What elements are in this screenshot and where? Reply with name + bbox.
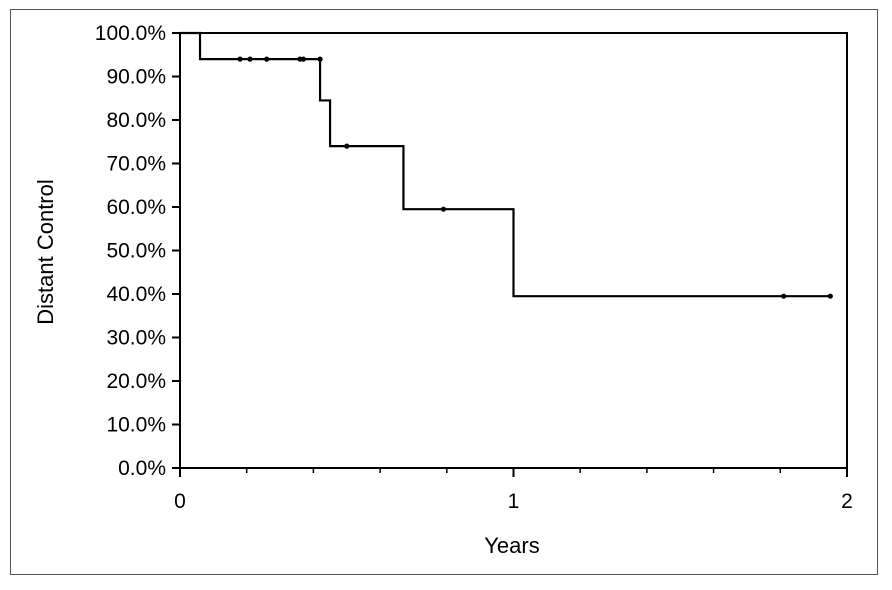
y-tick-label: 20.0% bbox=[106, 370, 166, 393]
x-tick-label: 0 bbox=[174, 490, 186, 513]
y-tick-label: 90.0% bbox=[106, 66, 166, 89]
y-tick-label: 0.0% bbox=[118, 457, 166, 480]
censor-mark bbox=[300, 56, 306, 62]
chart-frame bbox=[10, 9, 878, 575]
y-axis: 0.0% 10.0% 20.0% 30.0% 40.0% 50.0% 60.0% 70.0% 8… bbox=[95, 22, 180, 480]
y-tick-label: 40.0% bbox=[106, 283, 166, 306]
censor-mark bbox=[317, 56, 323, 62]
y-tick-label: 100.0% bbox=[95, 22, 166, 45]
x-axis-title: Years bbox=[484, 533, 539, 558]
censor-mark bbox=[237, 56, 243, 62]
y-tick-label: 30.0% bbox=[106, 327, 166, 350]
y-axis-title: Distant Control bbox=[33, 179, 58, 325]
y-tick-label: 70.0% bbox=[106, 153, 166, 176]
censor-mark bbox=[827, 293, 833, 299]
y-tick-label: 80.0% bbox=[106, 109, 166, 132]
censor-mark bbox=[247, 56, 253, 62]
censor-mark bbox=[264, 56, 270, 62]
survival-step-line bbox=[180, 31, 831, 298]
series-layer bbox=[180, 31, 833, 299]
x-tick-label: 2 bbox=[841, 490, 853, 513]
censor-mark bbox=[344, 143, 350, 149]
censor-mark bbox=[440, 206, 447, 212]
y-tick-label: 60.0% bbox=[106, 196, 166, 219]
y-tick-label: 10.0% bbox=[106, 414, 166, 437]
x-tick-label: 1 bbox=[508, 490, 520, 513]
x-axis: 0 1 2 bbox=[174, 468, 853, 513]
censor-mark bbox=[781, 293, 787, 299]
y-tick-label: 50.0% bbox=[106, 240, 166, 263]
